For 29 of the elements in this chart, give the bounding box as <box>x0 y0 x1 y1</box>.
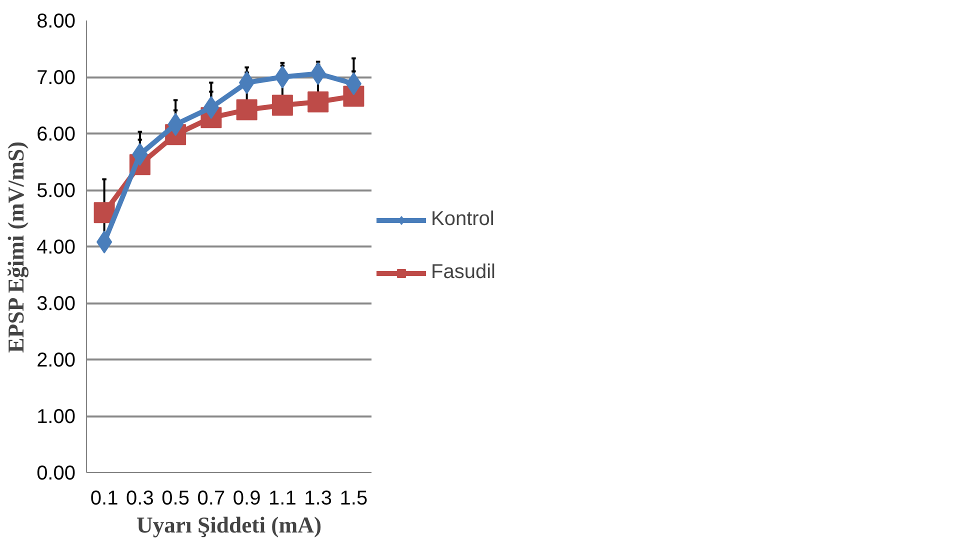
x-axis-title: Uyarı Şiddeti (mA) <box>136 512 322 538</box>
point <box>308 91 329 112</box>
y-tick-label: 6.00 <box>36 124 76 146</box>
x-tick-label: 1.1 <box>268 488 296 510</box>
legend-label: Fasudil <box>431 261 496 284</box>
y-tick-label: 1.00 <box>36 406 76 428</box>
point <box>236 99 258 120</box>
x-tick-label: 0.5 <box>162 488 190 510</box>
y-tick-label: 7.00 <box>36 67 76 89</box>
point <box>238 71 255 94</box>
x-tick-label: 0.1 <box>90 488 118 510</box>
y-tick-label: 2.00 <box>36 350 76 372</box>
y-tick-label: 5.00 <box>36 180 76 202</box>
legend-label: Kontrol <box>431 208 494 231</box>
point <box>346 72 362 96</box>
point <box>272 94 293 116</box>
x-tick-label: 0.3 <box>126 488 154 510</box>
x-tick-label: 1.5 <box>340 488 368 510</box>
y-tick-label: 4.00 <box>36 236 76 258</box>
point <box>96 230 112 254</box>
y-tick-label: 8.00 <box>36 10 76 32</box>
x-tick-label: 0.7 <box>197 488 226 510</box>
y-tick-label: 0.00 <box>36 462 76 484</box>
x-tick-label: 0.9 <box>232 488 261 510</box>
point <box>203 96 220 120</box>
point <box>94 202 115 224</box>
y-axis-title: EPSP Eğimi (mV/mS) <box>4 141 29 353</box>
y-tick-label: 3.00 <box>36 293 76 315</box>
x-tick-label: 1.3 <box>304 488 332 510</box>
